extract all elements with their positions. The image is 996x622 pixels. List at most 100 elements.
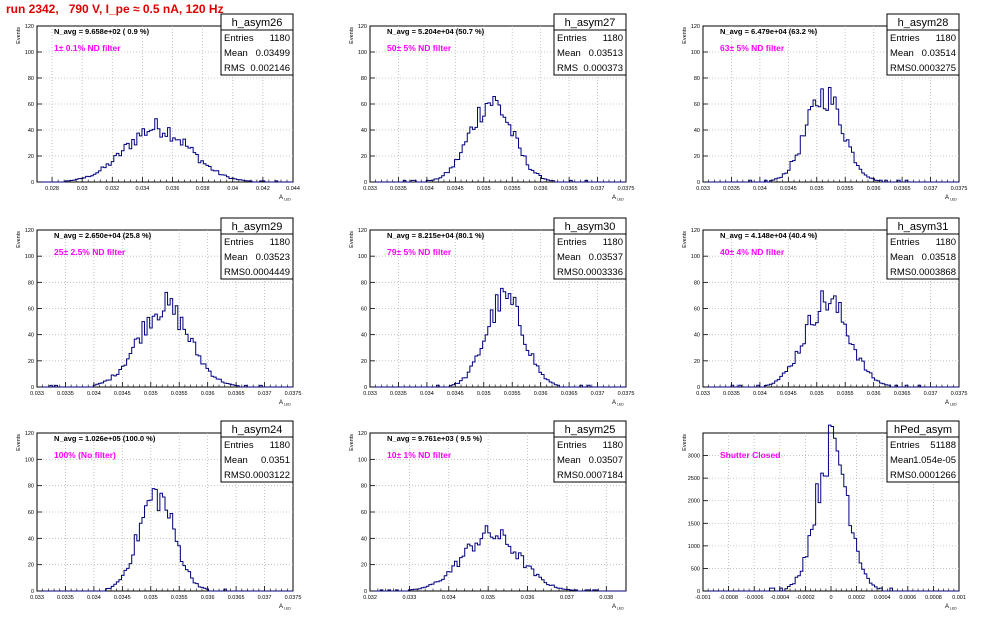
y-tick-label: 0 bbox=[697, 180, 700, 186]
x-tick-label: 0.037 bbox=[591, 186, 605, 192]
stat-label: RMS bbox=[890, 267, 911, 278]
stat-label: RMS bbox=[557, 470, 578, 481]
y-tick-label: 100 bbox=[25, 457, 34, 463]
y-tick-label: 20 bbox=[361, 359, 367, 365]
x-tick-label: 0.0355 bbox=[171, 595, 188, 601]
x-tick-label: 0.0355 bbox=[837, 391, 854, 397]
x-axis-title-subscript: LED bbox=[617, 607, 624, 611]
y-tick-label: 500 bbox=[691, 566, 700, 572]
x-axis-title-subscript: LED bbox=[950, 403, 957, 407]
y-tick-label: 20 bbox=[28, 359, 34, 365]
y-tick-label: 20 bbox=[694, 359, 700, 365]
histogram-line bbox=[370, 95, 626, 183]
x-tick-label: 0.034 bbox=[136, 186, 150, 192]
navg-label: N_avg = 6.479e+04 (63.2 %) bbox=[720, 27, 818, 36]
x-tick-label: 0.0006 bbox=[899, 595, 916, 601]
histogram-name: h_asym28 bbox=[898, 17, 949, 29]
y-tick-label: 60 bbox=[28, 102, 34, 108]
x-tick-label: -0.001 bbox=[695, 595, 711, 601]
y-tick-label: 60 bbox=[694, 102, 700, 108]
stat-label: Entries bbox=[890, 237, 920, 248]
x-tick-label: 0.0365 bbox=[561, 391, 578, 397]
filter-note: 79± 5% ND filter bbox=[387, 247, 452, 257]
stat-label: Mean bbox=[890, 48, 914, 59]
x-axis-title: A bbox=[279, 604, 283, 610]
navg-label: N_avg = 9.658e+02 ( 0.9 %) bbox=[54, 27, 150, 36]
x-tick-label: 0.037 bbox=[258, 391, 272, 397]
x-tick-label: 0.0335 bbox=[57, 391, 74, 397]
histogram-line bbox=[370, 525, 626, 592]
y-tick-label: 40 bbox=[28, 536, 34, 542]
x-tick-label: 0.0355 bbox=[504, 391, 521, 397]
x-tick-label: 0.034 bbox=[442, 595, 456, 601]
y-tick-label: 80 bbox=[361, 76, 367, 82]
navg-label: N_avg = 8.215e+04 (80.1 %) bbox=[387, 231, 485, 240]
stat-label: Entries bbox=[890, 33, 920, 44]
x-tick-label: 0.044 bbox=[286, 186, 300, 192]
stat-label: Mean bbox=[890, 252, 914, 263]
stat-value: 0.03514 bbox=[922, 48, 956, 59]
navg-label: N_avg = 9.761e+03 ( 9.5 %) bbox=[387, 434, 483, 443]
x-tick-label: 0.036 bbox=[534, 186, 548, 192]
x-tick-label: 0.0335 bbox=[723, 186, 740, 192]
filter-note: 25± 2.5% ND filter bbox=[54, 247, 126, 257]
filter-note: 40± 4% ND filter bbox=[720, 247, 785, 257]
navg-label: N_avg = 2.650e+04 (25.8 %) bbox=[54, 231, 152, 240]
y-axis-title: Events bbox=[349, 231, 355, 248]
y-tick-label: 80 bbox=[694, 76, 700, 82]
x-axis-title: A bbox=[945, 400, 949, 406]
histogram-name: hPed_asym bbox=[894, 424, 952, 436]
y-tick-label: 0 bbox=[31, 385, 34, 391]
x-tick-label: 0.0345 bbox=[780, 391, 797, 397]
y-tick-label: 120 bbox=[691, 228, 700, 234]
histogram-name: h_asym24 bbox=[232, 424, 283, 436]
x-tick-label: 0.036 bbox=[201, 391, 215, 397]
stat-value: 51188 bbox=[930, 440, 956, 451]
x-axis-title: A bbox=[945, 604, 949, 610]
stat-label: Mean bbox=[224, 455, 248, 466]
y-tick-label: 2000 bbox=[688, 499, 700, 505]
x-tick-label: 0.035 bbox=[810, 391, 824, 397]
y-axis-title: Events bbox=[349, 27, 355, 44]
histogram-line bbox=[703, 87, 959, 183]
stat-value: 1180 bbox=[936, 33, 956, 44]
x-tick-label: 0.0365 bbox=[228, 391, 245, 397]
stat-label: Mean bbox=[224, 252, 248, 263]
x-tick-label: 0.037 bbox=[560, 595, 574, 601]
stat-label: RMS bbox=[890, 470, 911, 481]
y-tick-label: 40 bbox=[28, 128, 34, 134]
histogram-line bbox=[370, 287, 626, 388]
x-tick-label: 0.038 bbox=[599, 595, 613, 601]
x-tick-label: 0.0345 bbox=[447, 186, 464, 192]
y-tick-label: 40 bbox=[361, 333, 367, 339]
x-axis-title: A bbox=[279, 195, 283, 201]
y-tick-label: 40 bbox=[361, 536, 367, 542]
histogram-name: h_asym25 bbox=[565, 424, 616, 436]
histogram-name: h_asym29 bbox=[232, 221, 283, 233]
stat-label: RMS bbox=[224, 470, 245, 481]
y-tick-label: 100 bbox=[358, 50, 367, 56]
stat-value: 1180 bbox=[270, 440, 290, 451]
x-tick-label: 0.03 bbox=[77, 186, 88, 192]
x-tick-label: 0.035 bbox=[144, 595, 158, 601]
x-tick-label: 0.0365 bbox=[894, 391, 911, 397]
stat-value: 0.03537 bbox=[589, 252, 623, 263]
x-tick-label: 0.032 bbox=[105, 186, 119, 192]
y-tick-label: 0 bbox=[364, 180, 367, 186]
stat-value: 1180 bbox=[603, 440, 623, 451]
histogram-line bbox=[703, 424, 959, 592]
stat-value: 1180 bbox=[603, 237, 623, 248]
x-axis-title: A bbox=[612, 195, 616, 201]
stat-value: 1.054e-05 bbox=[913, 455, 956, 466]
y-axis-title: Events bbox=[349, 434, 355, 451]
stat-value: 1180 bbox=[936, 237, 956, 248]
x-tick-label: -0.0004 bbox=[770, 595, 789, 601]
x-tick-label: 0.04 bbox=[227, 186, 238, 192]
x-tick-label: 0.0355 bbox=[171, 391, 188, 397]
y-tick-label: 40 bbox=[694, 128, 700, 134]
histogram-panel-h_asym28: 0.033 0.0335 0.034 0.0345 0.035 0.0355 0.036 0.… bbox=[682, 13, 967, 202]
x-axis-title-subscript: LED bbox=[284, 403, 291, 407]
stat-value: 0.0007184 bbox=[578, 470, 623, 481]
x-tick-label: 0.033 bbox=[363, 391, 377, 397]
x-axis-title: A bbox=[945, 195, 949, 201]
